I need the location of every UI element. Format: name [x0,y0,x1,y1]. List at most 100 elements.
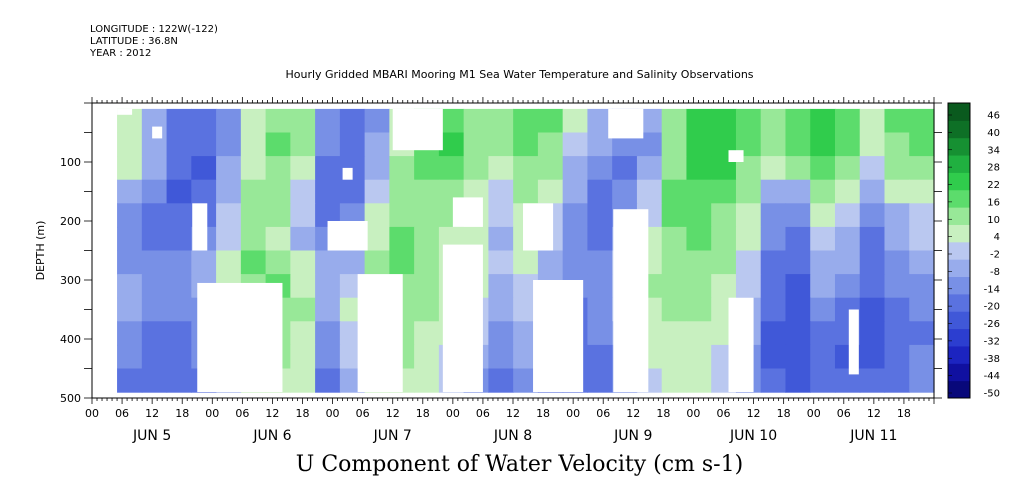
x-tick-label: 12 [145,407,159,420]
x-tick-label: 18 [656,407,670,420]
y-axis: 100 200 300 400 500 DEPTH (m) [34,102,942,405]
heatmap-cell [488,203,514,228]
heatmap-cell [537,108,564,134]
heatmap-cell [636,179,663,204]
heatmap-cell [513,132,539,157]
heatmap-cell [859,297,886,322]
colorbar-label: 40 [987,128,1000,139]
heatmap-cell [290,344,316,370]
heatmap-cell [587,274,613,299]
heatmap-cell [488,156,514,181]
heatmap-cell [414,250,440,275]
heatmap-cell [810,344,836,370]
heatmap-cell [339,179,366,204]
heatmap-cell [513,108,539,134]
heatmap-cell [711,226,737,252]
heatmap-cell [364,226,390,252]
x-tick-label: 12 [867,407,881,420]
heatmap-cell [785,250,811,275]
heatmap-cell [414,179,440,204]
heatmap-cell [909,250,935,275]
heatmap-cell [810,368,836,393]
heatmap-cell [760,226,787,252]
missing-data-region [728,150,744,162]
colorbar-frame [947,102,971,399]
heatmap-cell [513,179,539,204]
day-label: JUN 10 [729,428,777,444]
heatmap-cell [537,250,564,275]
heatmap-cell [760,297,787,322]
heatmap-cell [884,108,910,134]
heatmap-cell [562,226,589,252]
colorbar-swatch [948,207,970,225]
heatmap-cell [414,274,440,299]
heatmap-cell [909,321,935,346]
heatmap-cell [587,368,613,393]
heatmap-cell [834,274,861,299]
heatmap-cell [364,132,390,157]
heatmap-cell [488,250,514,275]
heatmap-cell [141,297,168,322]
heatmap-cell [760,156,787,181]
colorbar-label: -2 [990,250,1000,261]
colorbar-label: -8 [990,267,1000,278]
heatmap-cell [884,203,910,228]
heatmap-cell [315,156,341,181]
heatmap-cell [537,132,564,157]
heatmap-cell [735,250,762,275]
heatmap-cell [438,108,465,134]
heatmap-cell [859,132,886,157]
heatmap-cell [216,132,242,157]
heatmap-cell [909,203,935,228]
heatmap-cell [117,203,143,228]
heatmap-cell [834,132,861,157]
heatmap-cell [191,132,217,157]
heatmap-cell [537,179,564,204]
heatmap-cell [191,108,217,134]
heatmap-cell [785,368,811,393]
heatmap-cell [414,156,440,181]
heatmap-cell [884,156,910,181]
heatmap-cell [117,321,143,346]
heatmap-cell [389,203,415,228]
heatmap-cell [834,179,861,204]
heatmap-cell [785,108,811,134]
missing-data-region [197,282,283,393]
colorbar-swatch [948,380,970,399]
heatmap-cell [661,321,688,346]
x-tick-label: 12 [506,407,520,420]
heatmap-cell [909,226,935,252]
latitude-text: LATITUDE : 36.8N [90,36,178,47]
heatmap-cell [884,132,910,157]
heatmap-cell [141,344,168,370]
heatmap-cell [661,250,688,275]
heatmap-cell [141,226,168,252]
heatmap-cell [884,226,910,252]
heatmap-cell [141,250,168,275]
heatmap-cell [339,108,366,134]
heatmap-cell [760,132,787,157]
heatmap-cell [735,179,762,204]
y-tick-label: 400 [60,333,81,346]
heatmap-cell [810,226,836,252]
missing-data-region [533,280,584,393]
heatmap-cell [513,156,539,181]
missing-data-region [523,203,554,251]
heatmap-cell [587,250,613,275]
heatmap-cell [166,297,192,322]
heatmap-cell [290,297,316,322]
colorbar-label: 34 [987,145,1000,156]
x-tick-label: 06 [356,407,370,420]
heatmap-cell [859,274,886,299]
y-axis-title: DEPTH (m) [34,221,47,281]
heatmap-cell [810,203,836,228]
heatmap-cell [265,179,291,204]
heatmap-cell [810,321,836,346]
heatmap-cell [785,203,811,228]
heatmap-cell [859,203,886,228]
heatmap-cell [810,274,836,299]
heatmap-cell [364,250,390,275]
colorbar-swatch [948,276,970,295]
colorbar-swatch [948,137,970,156]
x-axis-title: U Component of Water Velocity (cm s-1) [295,452,744,477]
